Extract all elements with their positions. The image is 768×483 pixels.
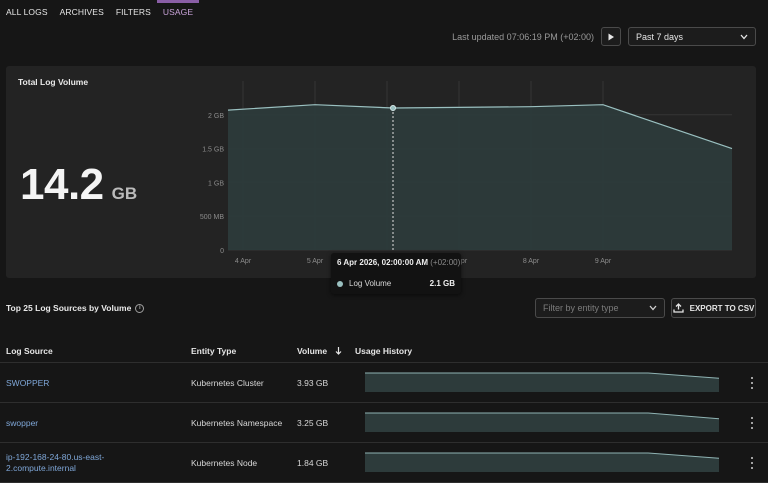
nav-tabs: ALL LOGS ARCHIVES FILTERS USAGE [0, 0, 200, 22]
total-log-volume-panel: Total Log Volume 14.2 GB 0 500 MB 1 GB 1.5 … [6, 66, 756, 278]
tab-archives[interactable]: ARCHIVES [59, 7, 104, 17]
export-csv-button[interactable]: EXPORT TO CSV [671, 298, 756, 318]
entity-type: Kubernetes Namespace [191, 417, 283, 428]
time-range-value: Past 7 days [636, 31, 684, 42]
y-tick-label: 1.5 GB [202, 147, 224, 154]
col-entity-type[interactable]: Entity Type [191, 346, 237, 356]
sort-icon[interactable] [335, 346, 342, 355]
total-volume: 14.2 GB [20, 160, 137, 210]
last-updated-text: Last updated 07:06:19 PM (+02:00) [452, 31, 594, 42]
table-row[interactable]: SWOPPER Kubernetes Cluster 3.93 GB [0, 363, 768, 403]
sparkline-line [365, 412, 720, 420]
panel-title: Total Log Volume [18, 77, 89, 87]
x-tick-label: 8 Apr [523, 258, 540, 265]
sparkline-line [365, 452, 720, 459]
x-tick-label: 9 Apr [595, 258, 612, 265]
table-row[interactable]: ip-192-168-24-80.us-east-2.compute.inter… [0, 443, 768, 483]
table-row[interactable]: swopper Kubernetes Namespace 3.25 GB [0, 403, 768, 443]
col-volume[interactable]: Volume [297, 346, 342, 356]
filter-placeholder: Filter by entity type [543, 303, 619, 313]
total-volume-number: 14.2 [20, 160, 104, 209]
tooltip-series-label: Log Volume [349, 279, 392, 288]
highlight-point [389, 105, 396, 112]
y-tick-label: 500 MB [200, 214, 224, 221]
series-area [228, 104, 732, 250]
entity-type: Kubernetes Cluster [191, 377, 264, 388]
sources-title: Top 25 Log Sources by Volume i [6, 303, 145, 313]
more-options-icon[interactable] [747, 377, 757, 389]
play-button[interactable] [601, 27, 621, 46]
log-source-link[interactable]: swopper [6, 417, 39, 428]
sources-title-text: Top 25 Log Sources by Volume [6, 303, 132, 313]
sparkline-area [365, 413, 719, 432]
volume-value: 3.25 GB [297, 418, 329, 428]
info-icon[interactable]: i [135, 303, 145, 313]
tab-usage[interactable]: USAGE [156, 0, 200, 22]
usage-history-sparkline [365, 372, 720, 392]
y-tick-label: 2 GB [208, 113, 224, 120]
log-source-link[interactable]: ip-192-168-24-80.us-east-2.compute.inter… [6, 452, 105, 473]
sparkline-line [365, 372, 720, 379]
series-marker-icon [337, 280, 343, 287]
tab-filters[interactable]: FILTERS [115, 7, 151, 17]
toolbar: Last updated 07:06:19 PM (+02:00) Past 7… [452, 27, 756, 46]
tooltip-value: 2.1 GB [429, 279, 455, 288]
col-usage-history: Usage History [355, 346, 413, 356]
volume-value: 1.84 GB [297, 458, 329, 468]
chevron-down-icon [740, 34, 748, 39]
sparkline-area [365, 373, 719, 392]
x-tick-label: 4 Apr [235, 258, 252, 265]
tooltip-timezone: (+02:00) [430, 258, 461, 267]
sparkline-area [365, 453, 719, 472]
more-options-icon[interactable] [747, 417, 757, 429]
log-source-link[interactable]: SWOPPER [6, 377, 50, 388]
log-sources-table: Log Source Entity Type Volume Usage Hist… [0, 338, 768, 483]
usage-history-sparkline [365, 452, 720, 472]
y-tick-label: 0 [220, 248, 224, 255]
time-range-select[interactable]: Past 7 days [628, 27, 756, 46]
volume-value: 3.93 GB [297, 378, 329, 388]
chart-tooltip: 6 Apr 2026, 02:00:00 AM (+02:00) Log Vol… [331, 253, 461, 294]
table-header: Log Source Entity Type Volume Usage Hist… [0, 338, 768, 363]
series-line [227, 104, 733, 150]
chevron-down-icon [649, 305, 657, 311]
y-tick-label: 1 GB [208, 180, 224, 187]
total-volume-unit: GB [111, 184, 138, 203]
play-icon [608, 33, 614, 40]
tab-all-logs[interactable]: ALL LOGS [6, 7, 48, 17]
entity-type: Kubernetes Node [191, 457, 258, 468]
x-tick-label: 5 Apr [307, 258, 324, 265]
upload-icon [672, 303, 684, 313]
usage-history-sparkline [365, 412, 720, 432]
more-options-icon[interactable] [747, 457, 757, 469]
tooltip-date: 6 Apr 2026, 02:00:00 AM (+02:00) [337, 258, 461, 267]
col-log-source[interactable]: Log Source [6, 346, 53, 356]
tooltip-series-row: Log Volume 2.1 GB [337, 279, 455, 288]
entity-type-filter[interactable]: Filter by entity type [535, 298, 665, 318]
export-label: EXPORT TO CSV [689, 303, 755, 313]
